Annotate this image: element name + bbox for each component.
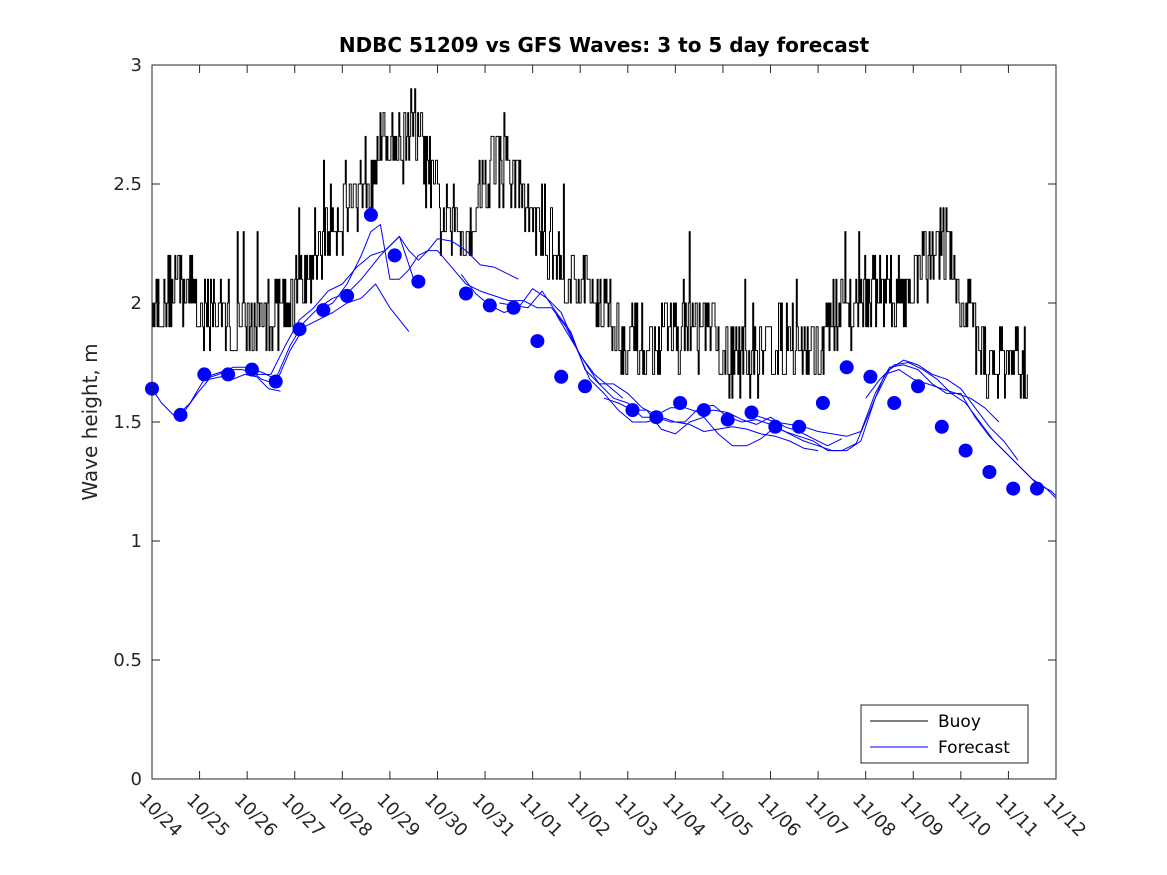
- forecast-marker: [221, 367, 236, 382]
- forecast-markers: [145, 207, 1044, 496]
- forecast-marker: [1006, 481, 1021, 496]
- forecast-marker: [934, 419, 949, 434]
- forecast-line: [151, 373, 281, 416]
- forecast-marker: [244, 362, 259, 377]
- y-tick-label: 1.5: [113, 412, 142, 433]
- legend-forecast-label: Forecast: [938, 738, 1010, 758]
- forecast-marker: [720, 412, 735, 427]
- y-axis: 0 0.5 1 1.5 2 2.5 3: [113, 55, 1056, 790]
- y-axis-label: Wave height, m: [78, 343, 102, 500]
- chart-title: NDBC 51209 vs GFS Waves: 3 to 5 day fore…: [339, 33, 870, 57]
- forecast-line: [460, 274, 819, 452]
- forecast-line: [603, 359, 1019, 461]
- forecast-marker: [578, 379, 592, 394]
- forecast-marker: [911, 379, 925, 394]
- y-tick-label: 1: [131, 531, 142, 552]
- forecast-marker: [459, 286, 473, 301]
- legend: Buoy Forecast: [860, 704, 1029, 764]
- forecast-marker: [197, 367, 212, 382]
- buoy-series: [152, 88, 1028, 399]
- forecast-marker: [316, 303, 331, 318]
- forecast-line: [175, 283, 410, 418]
- forecast-marker: [506, 300, 521, 315]
- buoy-line: [152, 88, 1028, 399]
- forecast-line: [199, 235, 415, 380]
- legend-buoy-label: Buoy: [938, 712, 981, 732]
- forecast-marker: [792, 419, 807, 434]
- forecast-marker: [363, 207, 378, 222]
- forecast-marker: [839, 360, 854, 375]
- forecast-line: [865, 362, 1057, 497]
- forecast-marker: [887, 396, 902, 410]
- legend-box: [860, 704, 1029, 764]
- forecast-marker: [1030, 481, 1044, 496]
- forecast-marker: [482, 298, 497, 313]
- y-tick-label: 3: [131, 55, 142, 76]
- forecast-marker: [340, 288, 355, 303]
- forecast-marker: [292, 322, 307, 337]
- forecast-marker: [863, 369, 878, 384]
- y-tick-label: 0: [131, 769, 142, 790]
- forecast-marker: [982, 465, 997, 479]
- forecast-marker: [530, 334, 545, 349]
- y-tick-label: 2.5: [113, 174, 142, 195]
- forecast-line: [499, 290, 843, 447]
- forecast-marker: [696, 403, 711, 418]
- forecast-marker: [744, 405, 759, 420]
- plot-area: [145, 64, 1057, 780]
- forecast-marker: [268, 374, 283, 389]
- forecast-marker: [173, 407, 188, 422]
- y-tick-label: 2: [131, 293, 142, 314]
- forecast-marker: [387, 248, 402, 263]
- forecast-marker: [673, 396, 688, 410]
- forecast-marker: [815, 396, 830, 410]
- forecast-marker: [649, 410, 664, 425]
- forecast-marker: [625, 403, 640, 418]
- forecast-marker: [768, 419, 783, 434]
- forecast-line: [318, 224, 624, 399]
- forecast-marker: [554, 369, 569, 384]
- forecast-marker: [958, 443, 973, 458]
- y-tick-label: 0.5: [113, 650, 142, 671]
- forecast-marker: [411, 274, 426, 289]
